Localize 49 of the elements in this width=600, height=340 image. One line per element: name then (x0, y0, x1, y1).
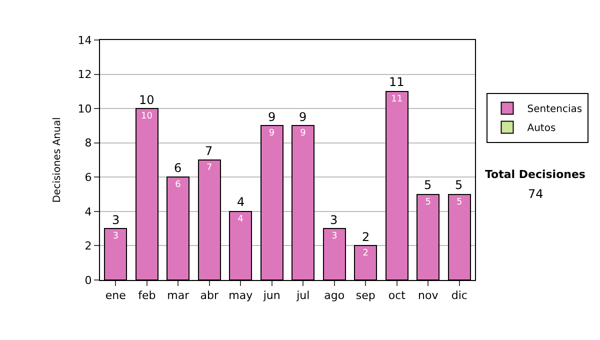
x-tick-label: jul (296, 289, 310, 302)
data-label: 9 (268, 128, 275, 139)
text: Total Decisiones (485, 168, 586, 181)
total-label: 2 (362, 230, 370, 244)
legend-label: Autos (527, 123, 556, 134)
data-label: 9 (300, 128, 306, 139)
x-tick-label: jun (262, 289, 280, 302)
total-label: 3 (112, 213, 120, 227)
x-tick-label: may (228, 289, 254, 302)
data-label: 10 (141, 112, 153, 122)
total-label: 10 (139, 93, 154, 107)
total-label: 9 (268, 110, 276, 124)
data-label: 7 (206, 163, 212, 173)
x-tick-label: sep (356, 289, 376, 302)
data-label: 11 (391, 94, 403, 104)
x-tick-label: abr (200, 289, 219, 302)
data-label: 3 (332, 232, 338, 242)
data-label: 3 (112, 232, 118, 242)
total-label: 5 (455, 178, 463, 192)
data-label: 6 (175, 180, 182, 190)
data-label: 5 (425, 197, 431, 208)
legend-label: Sentencias (527, 104, 582, 116)
y-tick-label: 6 (84, 170, 92, 184)
y-axis-title: Decisiones Anual (52, 117, 63, 203)
y-tick-label: 2 (84, 240, 92, 253)
text: 74 (528, 187, 544, 201)
x-tick-label: oct (388, 289, 406, 302)
x-tick-label: nov (418, 289, 439, 302)
total-label: 9 (299, 110, 307, 124)
x-tick-label: ene (105, 289, 126, 302)
total-label: 4 (237, 195, 245, 209)
total-label: 11 (389, 75, 404, 89)
total-label: 5 (424, 178, 432, 192)
y-tick-label: 4 (84, 205, 92, 218)
y-tick-label: 10 (78, 102, 92, 116)
data-label: 4 (238, 214, 244, 224)
x-tick-label: dic (451, 289, 468, 302)
data-label: 2 (362, 248, 368, 259)
data-label: 5 (456, 197, 462, 208)
x-tick-label: mar (167, 289, 190, 302)
x-tick-label: feb (138, 289, 156, 302)
y-tick-label: 14 (78, 34, 92, 47)
x-tick-label: ago (324, 289, 345, 302)
total-label: 6 (174, 161, 182, 175)
y-tick-label: 12 (78, 68, 92, 82)
total-label: 7 (205, 144, 213, 158)
y-tick-label: 0 (84, 274, 92, 287)
total-label: 3 (330, 213, 338, 227)
y-tick-label: 8 (84, 136, 92, 150)
